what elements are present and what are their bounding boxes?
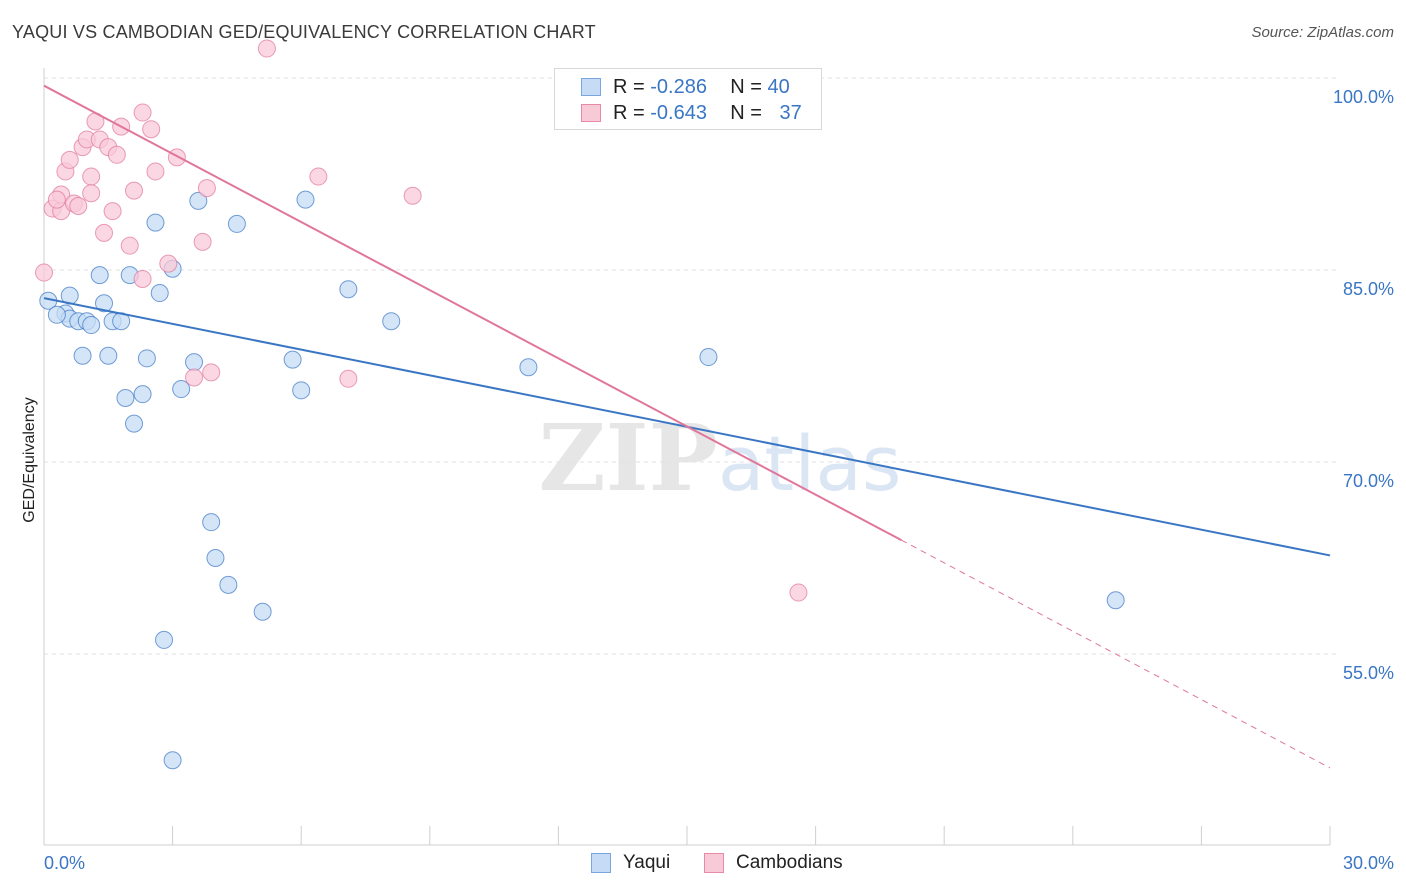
cambodians-legend-label: Cambodians <box>736 852 843 873</box>
yaqui-point <box>189 191 208 210</box>
bottom-legend-yaqui: Yaqui <box>591 852 670 874</box>
y-tick-label: 85.0% <box>1343 279 1394 299</box>
stats-legend: R = -0.286 N = 40 R = -0.643 N = 37 <box>554 68 822 130</box>
cambodians-point <box>107 145 126 164</box>
yaqui-point <box>519 358 538 377</box>
yaqui-point <box>95 294 114 313</box>
yaqui-point <box>150 284 169 303</box>
r-label: R = <box>613 101 645 124</box>
yaqui-point <box>1106 591 1125 610</box>
yaqui-point <box>99 346 118 365</box>
yaqui-point <box>172 380 191 399</box>
cambodians-n-value: 37 <box>779 101 802 124</box>
x-tick-label-min: 0.0% <box>44 853 85 873</box>
legend-row-cambodians: R = -0.643 N = 37 <box>581 101 802 125</box>
yaqui-point <box>206 549 225 567</box>
yaqui-point <box>283 350 302 369</box>
legend-row-yaqui: R = -0.286 N = 40 <box>581 75 790 99</box>
yaqui-point <box>227 214 246 233</box>
yaqui-point <box>137 349 156 368</box>
yaqui-n-value: 40 <box>767 75 790 98</box>
cambodians-point <box>789 583 808 602</box>
cambodians-legend-swatch <box>704 853 724 873</box>
cambodians-point <box>125 181 144 200</box>
r-label: R = <box>613 75 645 98</box>
n-label: N = <box>730 75 762 98</box>
cambodians-trend-line <box>43 84 902 541</box>
cambodians-point <box>35 263 53 282</box>
yaqui-point <box>146 213 165 232</box>
cambodians-point <box>69 197 88 215</box>
cambodians-point <box>82 184 101 203</box>
yaqui-point <box>202 513 221 532</box>
bottom-legend-cambodians: Cambodians <box>704 852 843 874</box>
y-tick-label: 70.0% <box>1343 471 1394 491</box>
y-tick-label: 55.0% <box>1343 663 1394 683</box>
yaqui-point <box>90 266 109 285</box>
cambodians-point <box>82 167 101 186</box>
yaqui-point <box>125 414 144 433</box>
yaqui-swatch <box>581 78 601 96</box>
yaqui-point <box>219 575 238 594</box>
yaqui-point <box>163 751 182 770</box>
yaqui-point <box>116 389 135 407</box>
source-label: Source: ZipAtlas.com <box>1251 24 1394 41</box>
cambodians-point <box>95 223 114 242</box>
cambodians-point <box>197 179 216 198</box>
cambodians-point <box>133 103 152 122</box>
y-axis-label: GED/Equivalency <box>21 397 38 523</box>
n-label: N = <box>730 101 762 124</box>
yaqui-point <box>73 346 92 365</box>
cambodians-point <box>339 369 358 388</box>
yaqui-point <box>185 353 204 372</box>
yaqui-point <box>382 312 401 331</box>
yaqui-point <box>296 190 315 209</box>
x-tick-label-max: 30.0% <box>1343 853 1394 873</box>
cambodians-point <box>146 162 165 181</box>
cambodians-point <box>167 148 186 167</box>
chart-title: YAQUI VS CAMBODIAN GED/EQUIVALENCY CORRE… <box>12 22 596 42</box>
yaqui-point <box>292 381 311 400</box>
cambodians-point <box>142 120 161 139</box>
yaqui-point <box>253 602 272 621</box>
cambodians-point <box>185 368 204 387</box>
cambodians-trend-line-extrapolated <box>901 539 1331 769</box>
cambodians-point <box>193 232 212 251</box>
cambodians-swatch <box>581 104 601 122</box>
cambodians-r-value: -0.643 <box>650 101 707 124</box>
yaqui-point <box>699 348 718 367</box>
yaqui-point <box>82 316 101 335</box>
cambodians-point <box>47 190 66 209</box>
yaqui-legend-swatch <box>591 853 611 873</box>
cambodians-point <box>103 202 122 221</box>
yaqui-point <box>339 280 358 299</box>
yaqui-point <box>47 305 66 324</box>
cambodians-point <box>309 167 328 186</box>
cambodians-point <box>403 186 422 205</box>
cambodians-point <box>60 150 79 169</box>
yaqui-legend-label: Yaqui <box>623 852 671 873</box>
yaqui-r-value: -0.286 <box>650 75 707 98</box>
cambodians-point <box>133 269 152 288</box>
yaqui-point <box>133 385 152 404</box>
cambodians-point <box>257 39 276 58</box>
y-tick-label: 100.0% <box>1333 87 1394 107</box>
yaqui-point <box>155 630 174 649</box>
cambodians-point <box>120 236 139 255</box>
cambodians-point <box>159 254 178 273</box>
cambodians-point <box>202 363 221 382</box>
